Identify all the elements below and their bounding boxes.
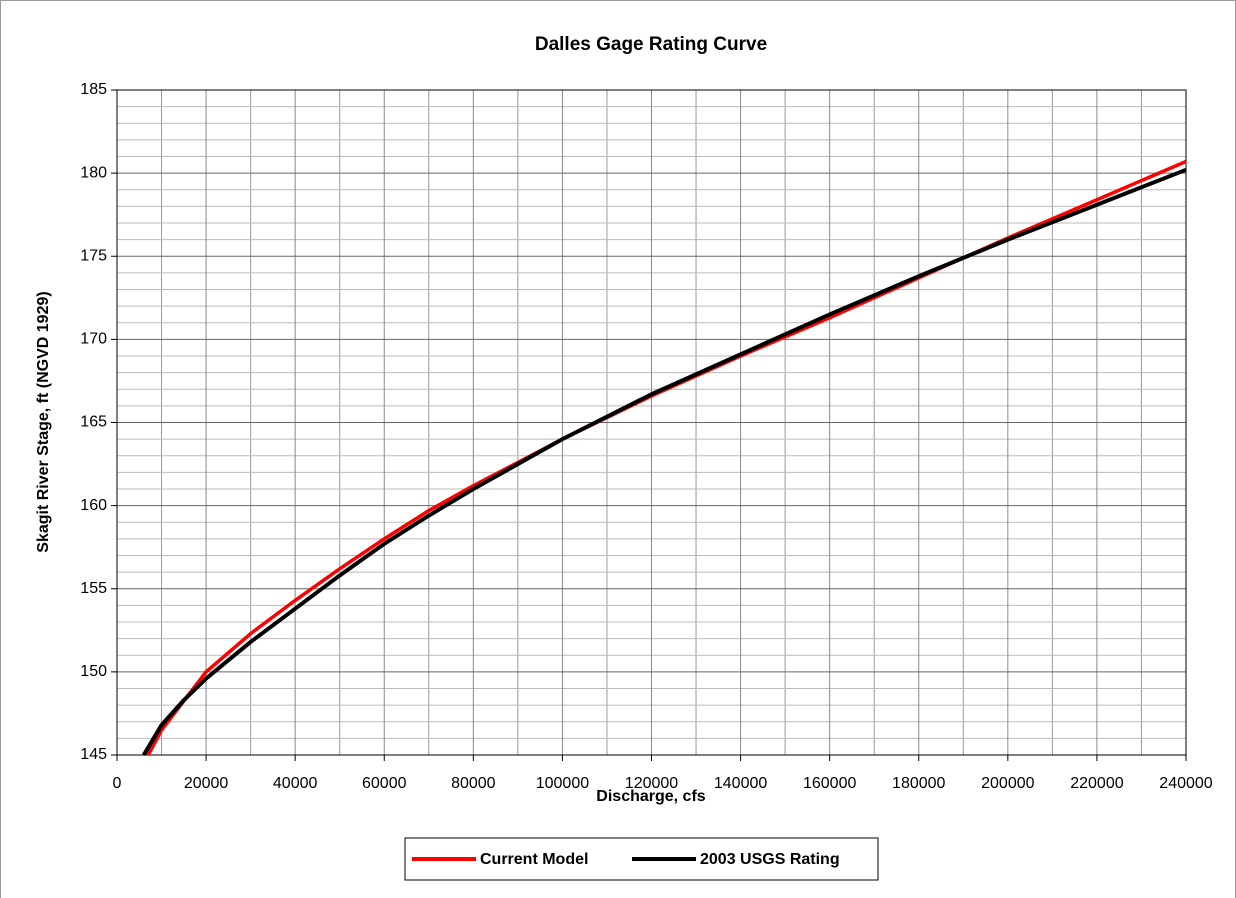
y-tick-label: 155 xyxy=(80,580,107,597)
x-axis-label: Discharge, cfs xyxy=(596,788,705,805)
plot-border xyxy=(116,89,1187,756)
legend-label: 2003 USGS Rating xyxy=(700,851,840,868)
x-tick-label: 40000 xyxy=(273,775,318,792)
x-tick-label: 220000 xyxy=(1070,775,1123,792)
y-tick-label: 145 xyxy=(80,746,107,763)
legend-label: Current Model xyxy=(480,851,588,868)
y-tick-label: 165 xyxy=(80,414,107,431)
y-tick-label: 175 xyxy=(80,247,107,264)
chart-title: Dalles Gage Rating Curve xyxy=(535,34,767,55)
x-tick-label: 60000 xyxy=(362,775,407,792)
y-tick-label: 180 xyxy=(80,164,107,181)
data-line xyxy=(146,159,1187,756)
y-axis-label: Skagit River Stage, ft (NGVD 1929) xyxy=(35,291,52,552)
x-tick-label: 200000 xyxy=(981,775,1034,792)
x-tick-label: 120000 xyxy=(625,775,678,792)
y-tick-label: 160 xyxy=(80,497,107,514)
x-tick-label: 20000 xyxy=(184,775,229,792)
y-tick-label: 185 xyxy=(80,81,107,98)
x-tick-label: 80000 xyxy=(451,775,496,792)
x-tick-label: 240000 xyxy=(1159,775,1212,792)
x-tick-label: 160000 xyxy=(803,775,856,792)
x-tick-label: 140000 xyxy=(714,775,767,792)
x-tick-label: 100000 xyxy=(536,775,589,792)
x-tick-label: 180000 xyxy=(892,775,945,792)
y-tick-label: 150 xyxy=(80,663,107,680)
x-tick-label: 0 xyxy=(113,775,122,792)
y-tick-label: 170 xyxy=(80,331,107,348)
data-line xyxy=(142,167,1187,757)
